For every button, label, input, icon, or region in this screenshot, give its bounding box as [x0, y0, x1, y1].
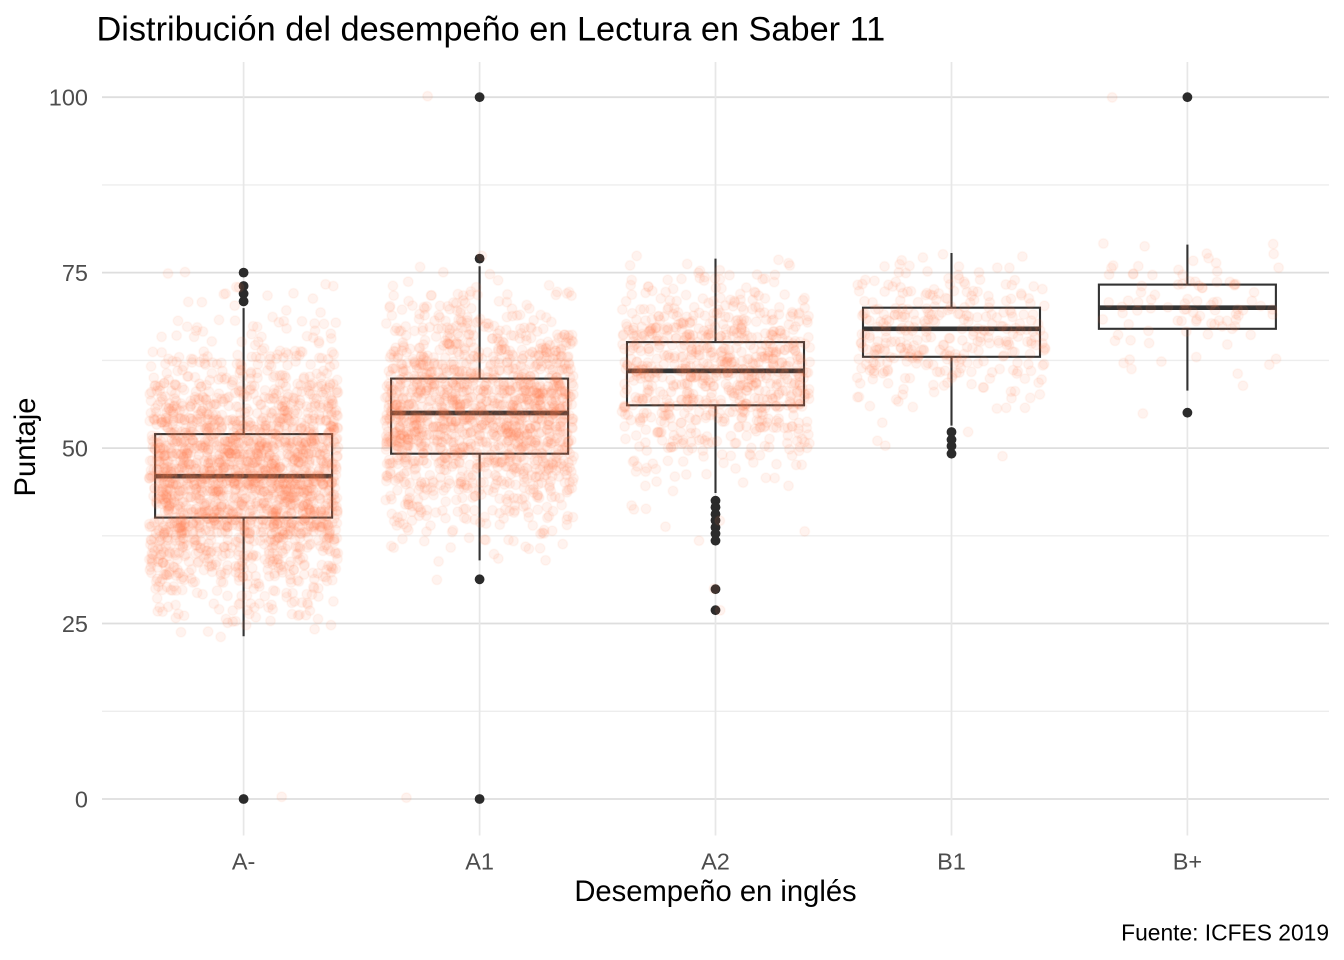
- svg-text:100: 100: [49, 85, 88, 111]
- svg-text:Desempeño en inglés: Desempeño en inglés: [574, 876, 856, 908]
- svg-text:50: 50: [62, 436, 88, 462]
- svg-text:25: 25: [62, 611, 88, 637]
- svg-text:A1: A1: [465, 849, 494, 875]
- svg-text:A-: A-: [232, 849, 256, 875]
- svg-text:Fuente: ICFES 2019: Fuente: ICFES 2019: [1121, 920, 1329, 946]
- svg-text:B+: B+: [1173, 849, 1202, 875]
- svg-text:Puntaje: Puntaje: [10, 398, 42, 497]
- svg-text:Distribución del desempeño en: Distribución del desempeño en Lectura en…: [97, 11, 886, 49]
- svg-text:0: 0: [75, 786, 88, 812]
- svg-text:A2: A2: [701, 849, 730, 875]
- svg-text:B1: B1: [937, 849, 966, 875]
- svg-text:75: 75: [62, 260, 88, 286]
